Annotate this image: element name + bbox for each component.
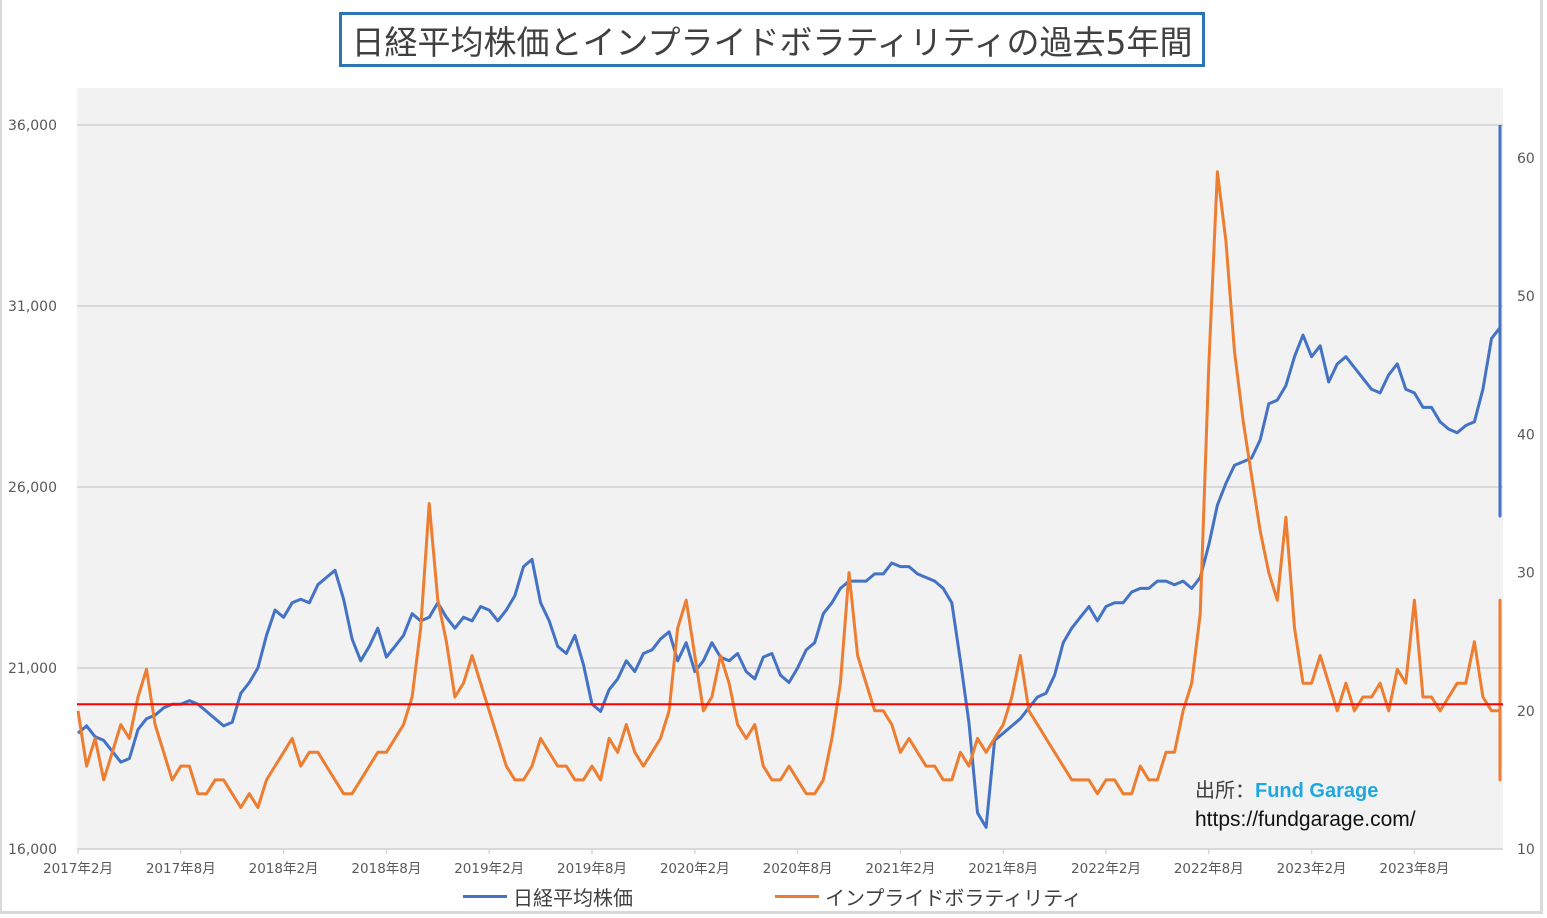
- source-label: 出所：: [1195, 778, 1255, 802]
- y-tick-label-left: 16,000: [8, 842, 57, 858]
- x-axis: 2017年2月 2017年8月 2018年2月 2018年8月 2019年2月 2019年…: [43, 848, 1503, 877]
- y-tick-label-left: 21,000: [8, 661, 57, 677]
- x-tick-label: 2020年8月: [763, 861, 833, 877]
- x-tick-label: 2022年8月: [1174, 861, 1244, 877]
- source-brand: Fund Garage: [1255, 780, 1379, 802]
- x-tick-label: 2018年8月: [351, 861, 421, 877]
- y-axis-left: 16,000 21,000 26,000 31,000 36,000: [8, 118, 57, 858]
- legend-swatch-nikkei: [463, 895, 507, 898]
- legend-item-nikkei: 日経平均株価: [463, 882, 633, 911]
- legend-label-vi: インプライドボラティリティ: [825, 886, 1082, 910]
- x-tick-label: 2021年8月: [968, 861, 1038, 877]
- x-tick-label: 2019年8月: [557, 861, 627, 877]
- series-group: [76, 125, 1503, 829]
- x-tick-label: 2023年8月: [1379, 861, 1449, 877]
- y-tick-label-left: 26,000: [8, 480, 57, 496]
- series-line-implied-volatility: [76, 170, 1502, 809]
- legend-swatch-vi: [775, 895, 819, 898]
- y-tick-label-left: 36,000: [8, 118, 57, 134]
- legend-label-nikkei: 日経平均株価: [513, 886, 633, 910]
- source-credit: 出所：Fund Garage: [1195, 774, 1378, 803]
- x-tick-label: 2018年2月: [249, 861, 319, 877]
- y-tick-label-left: 31,000: [8, 299, 57, 315]
- y-axis-right: 10 20 30 40 50 60: [1517, 151, 1535, 858]
- x-tick-label: 2017年2月: [43, 861, 113, 877]
- x-tick-label: 2017年8月: [146, 861, 216, 877]
- plot-area: [77, 88, 1503, 849]
- chart-title: 日経平均株価とインプライドボラティリティの過去5年間: [351, 22, 1193, 62]
- x-tick-label: 2020年2月: [660, 861, 730, 877]
- y-tick-label-right: 10: [1517, 842, 1535, 858]
- x-tick-label: 2022年2月: [1071, 861, 1141, 877]
- y-tick-label-right: 60: [1517, 151, 1535, 167]
- y-tick-label-right: 50: [1517, 289, 1535, 305]
- x-tick-label: 2021年2月: [865, 861, 935, 877]
- legend-item-vi: インプライドボラティリティ: [775, 882, 1082, 911]
- chart-title-box: 日経平均株価とインプライドボラティリティの過去5年間: [339, 12, 1205, 67]
- source-url[interactable]: https://fundgarage.com/: [1195, 808, 1416, 831]
- y-tick-label-right: 20: [1517, 704, 1535, 720]
- y-tick-label-right: 30: [1517, 566, 1535, 582]
- x-tick-label: 2023年2月: [1277, 861, 1347, 877]
- y-tick-label-right: 40: [1517, 427, 1535, 443]
- x-tick-label: 2019年2月: [454, 861, 524, 877]
- series-line-nikkei: [77, 125, 1502, 829]
